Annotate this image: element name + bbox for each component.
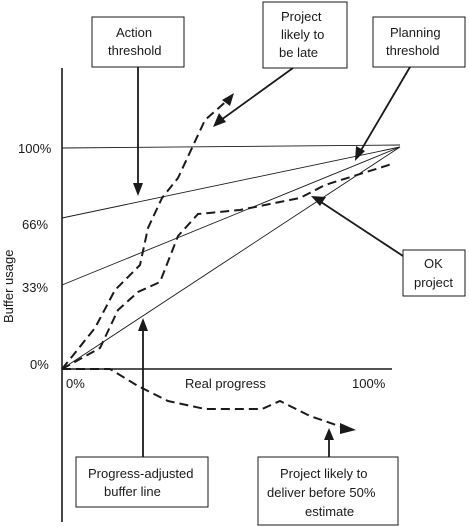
callout-progress-adjusted-line1: Progress-adjusted <box>88 466 194 481</box>
arrow-project-late-head <box>213 113 226 127</box>
callout-ok-project <box>402 249 466 297</box>
y-tick-0: 0% <box>30 357 49 372</box>
callout-deliver-before <box>257 456 399 526</box>
callout-deliver-before-line1: Project likely to <box>280 466 367 481</box>
callout-project-late <box>262 1 348 69</box>
y-axis-label: Buffer usage <box>1 250 16 323</box>
callout-deliver-before-line3: estimate <box>305 504 354 519</box>
curve-deliver-early-arrowhead <box>340 423 356 434</box>
arrow-planning-threshold <box>359 66 411 153</box>
callout-ok-project-line1: OK <box>424 256 443 271</box>
callout-project-late-line2: likely to <box>281 27 324 42</box>
curve-ok-project <box>61 163 393 370</box>
callout-planning-threshold-line2: threshold <box>386 43 439 58</box>
planning-threshold-line <box>61 146 401 286</box>
progress-adjusted-line <box>61 146 401 370</box>
callout-planning-threshold-line1: Planning <box>390 25 441 40</box>
x-tick-100: 100% <box>352 376 386 391</box>
arrow-project-late <box>220 67 294 121</box>
curve-project-late-arrowhead <box>222 93 234 106</box>
y-tick-66: 66% <box>22 217 48 232</box>
arrow-planning-threshold-head <box>355 146 365 161</box>
curve-project-late <box>61 97 231 370</box>
callout-project-late-line3: be late <box>279 45 318 60</box>
x-tick-0: 0% <box>66 376 85 391</box>
arrow-action-threshold-head <box>133 183 143 196</box>
arrow-deliver-before-head <box>324 428 334 440</box>
callout-planning-threshold <box>372 16 466 68</box>
arrow-progress-adjusted-head <box>138 318 148 331</box>
line-100 <box>61 144 401 149</box>
y-tick-33: 33% <box>22 280 48 295</box>
callout-progress-adjusted-line2: buffer line <box>104 484 161 499</box>
y-tick-100: 100% <box>18 141 52 156</box>
callout-action-threshold-line1: Action <box>116 25 152 40</box>
arrow-ok-project <box>320 201 404 257</box>
action-threshold-line <box>61 146 401 219</box>
arrow-ok-project-head <box>311 196 326 206</box>
callout-progress-adjusted <box>75 456 209 508</box>
x-axis-label: Real progress <box>185 376 266 391</box>
curve-deliver-early <box>62 368 343 428</box>
callout-project-late-line1: Project <box>281 9 322 24</box>
callout-action-threshold <box>91 16 185 68</box>
callout-ok-project-line2: project <box>414 275 453 290</box>
callout-deliver-before-line2: deliver before 50% <box>267 485 376 500</box>
callout-action-threshold-line2: threshold <box>108 43 161 58</box>
